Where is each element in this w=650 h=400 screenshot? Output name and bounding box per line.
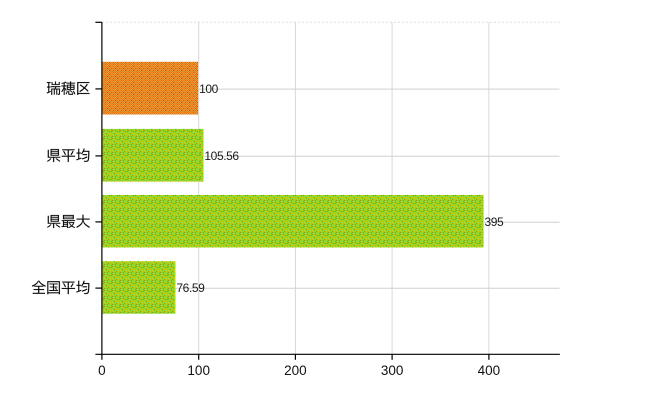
- svg-text:100: 100: [199, 82, 219, 96]
- svg-text:100: 100: [187, 363, 210, 378]
- svg-text:200: 200: [284, 363, 307, 378]
- svg-text:76.59: 76.59: [176, 281, 205, 295]
- svg-text:300: 300: [381, 363, 404, 378]
- svg-text:400: 400: [478, 363, 501, 378]
- svg-text:105.56: 105.56: [204, 149, 239, 163]
- svg-text:395: 395: [485, 215, 505, 229]
- svg-text:0: 0: [98, 363, 106, 378]
